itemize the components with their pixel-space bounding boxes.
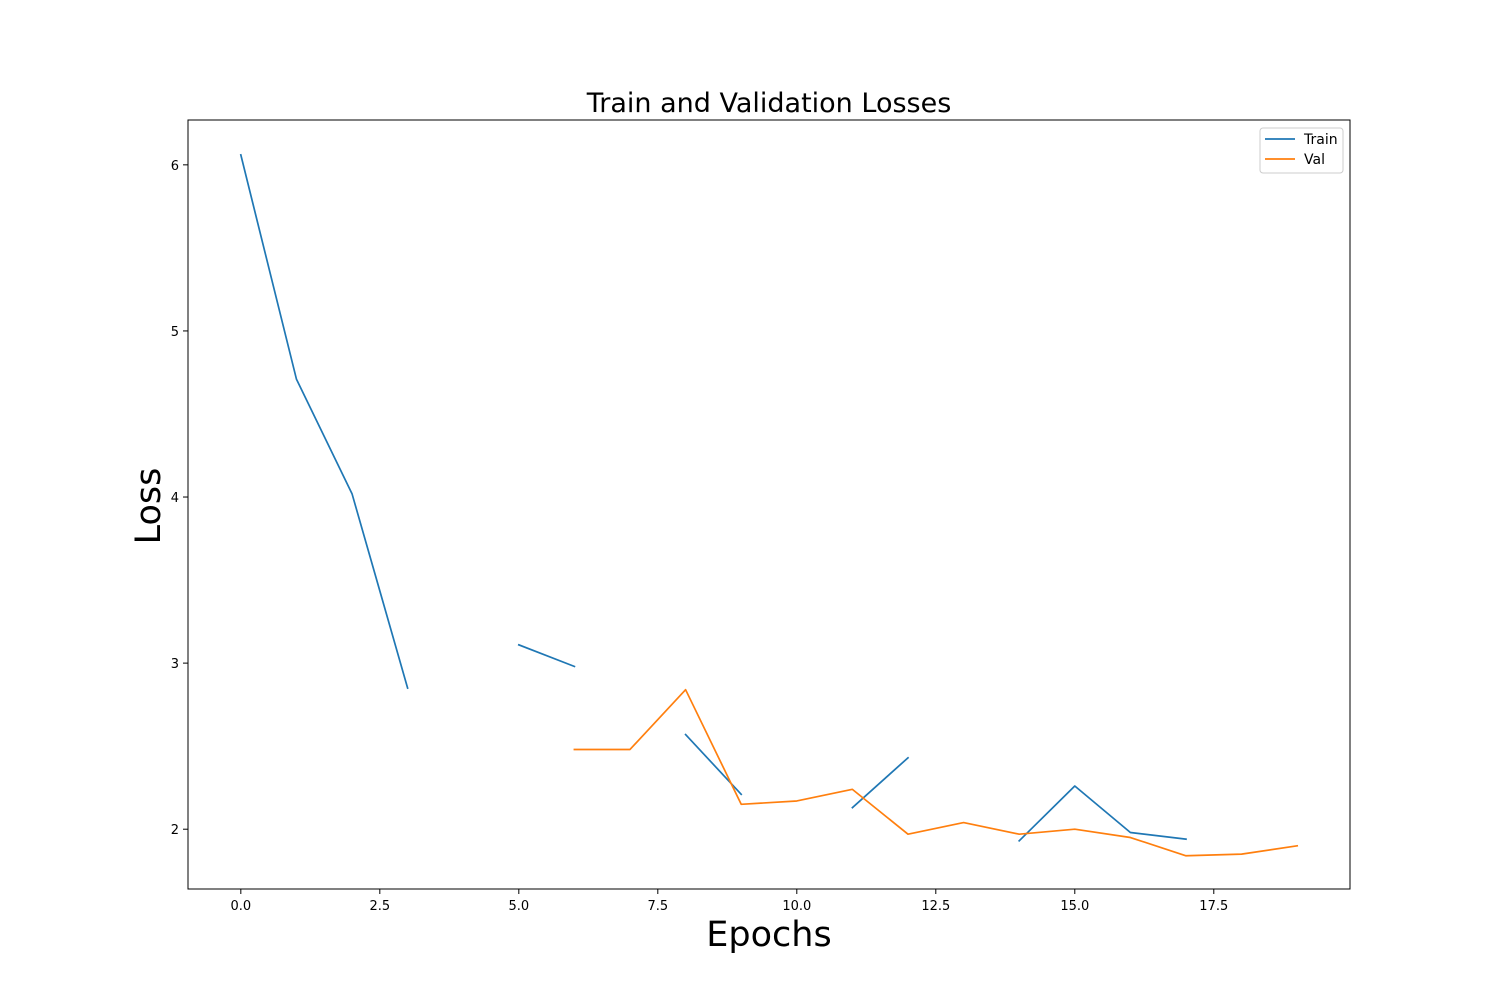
legend: Train Val (1259, 127, 1344, 174)
legend-items: Train Val (1265, 132, 1338, 168)
y-tick-label: 2 (171, 823, 179, 838)
series-layer (239, 153, 1299, 857)
y-tick-label: 6 (171, 159, 179, 174)
val-series-line (573, 688, 1299, 857)
y-tick-label: 3 (171, 657, 179, 672)
x-axis-label: Epochs (706, 915, 831, 955)
x-axis-ticks: 0.0 2.5 5.0 7.5 10.0 12.5 15.0 17.5 (230, 889, 1228, 914)
train-series-line (851, 756, 910, 809)
y-tick-label: 4 (171, 491, 179, 506)
x-tick-label: 2.5 (369, 899, 390, 914)
train-series-line (239, 153, 409, 690)
x-tick-label: 0.0 (230, 899, 251, 914)
y-tick-label: 5 (171, 325, 179, 340)
y-axis-ticks: 2 3 4 5 6 (171, 159, 188, 838)
plot-area (187, 119, 1351, 890)
train-series-line (517, 643, 576, 668)
x-tick-label: 10.0 (782, 899, 811, 914)
x-tick-label: 7.5 (647, 899, 668, 914)
chart-title: Train and Validation Losses (586, 88, 952, 119)
legend-label-val: Val (1304, 152, 1325, 168)
train-series-line (1017, 785, 1187, 843)
x-tick-label: 12.5 (921, 899, 950, 914)
y-axis-label: Loss (129, 468, 169, 545)
x-tick-label: 5.0 (508, 899, 529, 914)
x-tick-label: 15.0 (1060, 899, 1089, 914)
axes-frame (187, 119, 1351, 890)
x-tick-label: 17.5 (1199, 899, 1228, 914)
legend-label-train: Train (1303, 132, 1338, 148)
